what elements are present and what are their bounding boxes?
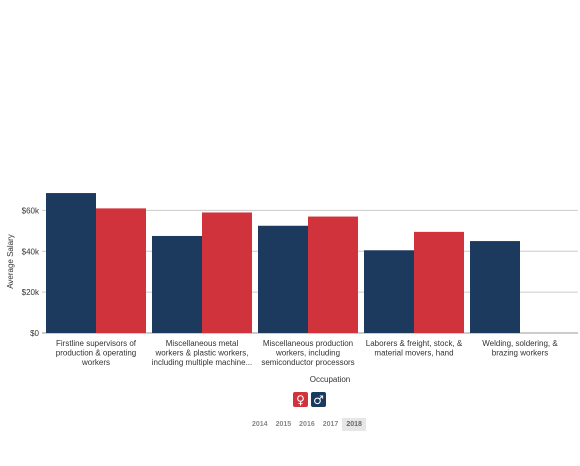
x-category-label: Laborers & freight, stock, & bbox=[366, 339, 463, 348]
x-category-label: Welding, soldering, & bbox=[482, 339, 558, 348]
bar-female[interactable] bbox=[202, 212, 252, 333]
male-symbol-icon: ♂ bbox=[313, 392, 324, 407]
bar-chart: $0 $20k $40k $60k Average Salary Firstline su… bbox=[6, 193, 578, 384]
bar-male[interactable] bbox=[258, 225, 308, 333]
x-category-label: Miscellaneous metal bbox=[166, 339, 239, 348]
gender-legend: ♀ ♂ bbox=[293, 392, 326, 407]
y-tick-label: $0 bbox=[30, 329, 39, 338]
x-category-label: Miscellaneous production bbox=[263, 339, 353, 348]
y-tick-label: $60k bbox=[22, 206, 40, 215]
bar-male[interactable] bbox=[46, 193, 96, 333]
bar-female[interactable] bbox=[414, 231, 464, 333]
bar-female[interactable] bbox=[308, 216, 358, 333]
y-axis-title: Average Salary bbox=[6, 234, 15, 289]
x-category-label: including multiple machine... bbox=[152, 358, 253, 367]
year-option[interactable]: 2014 bbox=[252, 421, 268, 428]
x-axis-title: Occupation bbox=[310, 375, 350, 384]
bar-male[interactable] bbox=[470, 241, 520, 333]
year-option[interactable]: 2016 bbox=[299, 421, 315, 428]
x-category-label: production & operating bbox=[56, 349, 137, 358]
y-tick-label: $40k bbox=[22, 247, 40, 256]
bar-female[interactable] bbox=[96, 208, 146, 333]
female-symbol-icon: ♀ bbox=[296, 392, 305, 407]
x-category-label: semiconductor processors bbox=[261, 358, 354, 367]
x-category-label: workers, including bbox=[275, 349, 340, 358]
x-category-label: material movers, hand bbox=[374, 349, 453, 358]
y-tick-label: $20k bbox=[22, 288, 40, 297]
year-option[interactable]: 2017 bbox=[322, 421, 339, 428]
x-category-label: brazing workers bbox=[492, 349, 548, 358]
year-selector: 2014 2015 2016 2017 2018 bbox=[248, 418, 366, 431]
x-category-label: workers bbox=[81, 358, 110, 367]
x-category-label: workers & plastic workers, bbox=[155, 349, 249, 358]
bar-male[interactable] bbox=[152, 235, 202, 333]
x-category-label: Firstline supervisors of bbox=[56, 339, 137, 348]
bar-male[interactable] bbox=[364, 250, 414, 333]
female-toggle-button[interactable]: ♀ bbox=[293, 392, 308, 407]
male-toggle-button[interactable]: ♂ bbox=[311, 392, 326, 407]
year-option[interactable]: 2018 bbox=[342, 418, 366, 431]
year-option[interactable]: 2015 bbox=[275, 421, 292, 428]
